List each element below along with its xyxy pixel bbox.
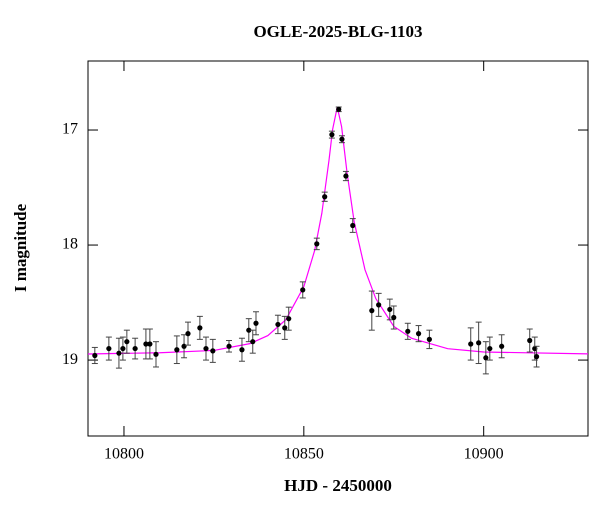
data-point xyxy=(476,340,482,346)
data-point xyxy=(153,351,159,357)
data-point xyxy=(250,339,256,345)
data-point xyxy=(487,345,493,352)
data-point xyxy=(329,132,335,138)
model-curve xyxy=(87,106,589,355)
data-point xyxy=(339,136,345,142)
data-point xyxy=(124,339,130,345)
data-point xyxy=(314,241,320,247)
data-point xyxy=(92,352,98,359)
data-point xyxy=(275,321,281,328)
chart-title: OGLE-2025-BLG-1103 xyxy=(253,22,422,41)
data-point xyxy=(405,328,411,334)
data-point xyxy=(483,355,489,361)
data-point xyxy=(282,325,288,331)
data-point xyxy=(350,222,356,229)
y-tick-label: 18 xyxy=(62,236,78,253)
data-point xyxy=(322,194,328,200)
data-point xyxy=(147,341,153,347)
data-point xyxy=(286,316,292,322)
y-tick-label: 17 xyxy=(62,121,78,138)
data-point xyxy=(106,345,112,352)
data-point xyxy=(336,106,342,112)
data-point xyxy=(116,350,122,356)
x-tick-label: 10900 xyxy=(464,446,504,463)
data-point xyxy=(210,348,216,354)
data-point xyxy=(391,314,397,321)
data-point xyxy=(369,308,375,314)
data-point xyxy=(468,341,474,347)
data-point xyxy=(246,327,252,333)
data-point xyxy=(197,325,203,331)
data-point xyxy=(533,354,540,360)
data-point xyxy=(415,331,422,337)
x-tick-label: 10850 xyxy=(284,446,324,463)
data-point xyxy=(300,287,306,293)
data-point xyxy=(120,345,126,352)
data-point xyxy=(426,336,432,342)
data-point xyxy=(181,343,187,349)
data-point xyxy=(239,347,245,353)
data-point xyxy=(203,345,209,352)
data-point xyxy=(387,306,393,313)
x-axis-label: HJD - 2450000 xyxy=(284,476,392,495)
data-point xyxy=(253,320,259,326)
data-point xyxy=(527,337,533,344)
data-point xyxy=(343,173,349,179)
y-tick-label: 19 xyxy=(62,351,78,368)
data-point xyxy=(174,347,180,353)
data-point xyxy=(226,343,232,349)
data-point xyxy=(376,302,382,308)
plot-frame xyxy=(87,60,589,437)
data-point xyxy=(143,341,149,347)
x-tick-label: 10800 xyxy=(104,446,144,463)
data-point xyxy=(185,331,191,337)
data-point xyxy=(499,343,505,349)
y-axis-label: I magnitude xyxy=(11,203,30,292)
data-point xyxy=(132,345,138,352)
